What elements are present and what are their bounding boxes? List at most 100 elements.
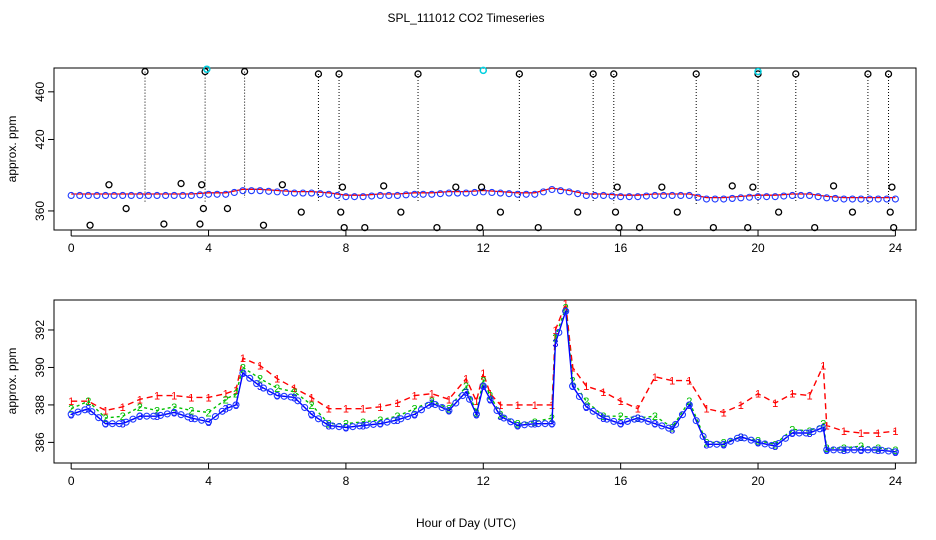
baseline-point: [625, 193, 633, 201]
baseline-point: [677, 191, 685, 200]
baseline-point: [308, 189, 316, 197]
series-1-point: 1: [120, 402, 126, 414]
outlier-point: [749, 183, 757, 191]
baseline-point: [436, 190, 444, 198]
series-3-marker: [136, 412, 144, 420]
series-1-point: 1: [446, 394, 452, 406]
series-3-marker: [452, 399, 460, 407]
series-3-point: 3: [154, 411, 160, 423]
outlier-point: [177, 179, 185, 188]
baseline-point: [771, 193, 779, 201]
x-tick-label: 16: [614, 474, 628, 488]
series-1-point: 1: [291, 383, 297, 395]
baseline-point: [642, 192, 650, 200]
series-3-point: 3: [515, 421, 521, 433]
top-plot-frame: [53, 67, 917, 231]
series-3-marker: [651, 420, 659, 428]
outlier-point: [476, 223, 484, 232]
baseline-red-trace: [71, 187, 896, 199]
series-3-marker: [713, 440, 721, 448]
series-1-point: 1: [412, 391, 418, 403]
baseline-point: [247, 187, 256, 195]
series-2-point: 2: [171, 402, 177, 414]
series-3-marker: [610, 417, 618, 425]
series-1-point: 1: [233, 385, 239, 397]
baseline-point: [119, 191, 127, 200]
series-3-marker: [878, 446, 886, 454]
spike-point: [515, 70, 523, 78]
series-3-marker: [397, 415, 405, 423]
series-3-marker: [761, 440, 769, 448]
outlier-point: [811, 223, 819, 232]
baseline-point: [685, 191, 693, 200]
series-3-marker: [81, 406, 89, 414]
series-3-marker: [301, 403, 309, 412]
series-1-point: 1: [841, 426, 847, 438]
baseline-point: [479, 188, 487, 196]
baseline-point: [299, 189, 307, 197]
x-tick-label: 8: [343, 241, 350, 255]
baseline-point: [831, 194, 839, 202]
outlier-point: [380, 182, 388, 190]
series-1-point: 1: [429, 389, 435, 401]
series-3-marker: [417, 406, 426, 414]
outlier-point: [338, 183, 347, 191]
x-tick-label: 0: [68, 241, 75, 255]
series-3-marker: [617, 420, 625, 428]
series-1-point: 1: [858, 428, 864, 440]
series-1-point: 1: [473, 396, 479, 408]
series-3-marker: [95, 414, 103, 422]
series-1-point: 1: [703, 404, 709, 416]
series-1-point: 1: [892, 426, 898, 438]
series-1-point: 1: [669, 376, 675, 388]
cyan-flag-point: [203, 65, 211, 73]
baseline-point: [891, 195, 899, 203]
baseline-point: [797, 191, 805, 200]
spike-point: [610, 70, 618, 78]
series-3-marker: [335, 423, 343, 431]
series-1-point: 1: [738, 400, 744, 412]
outlier-point: [886, 208, 894, 216]
baseline-point: [651, 191, 659, 200]
series-3-marker: [864, 446, 872, 454]
baseline-point: [110, 191, 118, 200]
series-3-point: 3: [463, 387, 469, 399]
series-1-point: 1: [652, 372, 658, 384]
baseline-point: [385, 191, 393, 200]
outlier-point: [337, 208, 345, 216]
series-3-marker: [603, 415, 611, 423]
series-3-marker: [225, 403, 233, 411]
series-3-point: 3: [412, 409, 418, 421]
series-1-point: 1: [171, 391, 177, 403]
series-3-marker: [88, 408, 96, 416]
series-3-point: 3: [473, 409, 479, 421]
baseline-point: [76, 191, 84, 200]
series-3-point: 3: [618, 419, 624, 431]
outlier-point: [297, 208, 305, 216]
outlier-point: [259, 221, 268, 229]
baseline-point: [350, 193, 359, 201]
series-3-point: 3: [343, 422, 349, 434]
series-3-marker: [204, 418, 213, 426]
series-1-point: 1: [875, 428, 881, 440]
baseline-point: [170, 191, 178, 200]
series-1-point: 1: [583, 381, 589, 393]
baseline-point: [179, 191, 187, 200]
baseline-point: [153, 191, 161, 200]
series-1-point: 1: [824, 421, 830, 433]
series-2-point: 2: [274, 383, 280, 395]
series-2-point: 2: [154, 406, 160, 418]
series-3-marker: [266, 388, 274, 396]
series-3-point: 3: [205, 417, 211, 429]
series-3-point: 3: [789, 428, 795, 440]
series-3-marker: [823, 446, 831, 454]
series-3-marker: [836, 446, 844, 454]
outlier-point: [198, 181, 206, 189]
series-1-point: 1: [618, 396, 624, 408]
series-3-marker: [150, 412, 158, 420]
series-3-marker: [342, 423, 350, 431]
outlier-point: [658, 183, 666, 191]
baseline-point: [857, 195, 865, 203]
series-3-marker: [211, 412, 219, 421]
